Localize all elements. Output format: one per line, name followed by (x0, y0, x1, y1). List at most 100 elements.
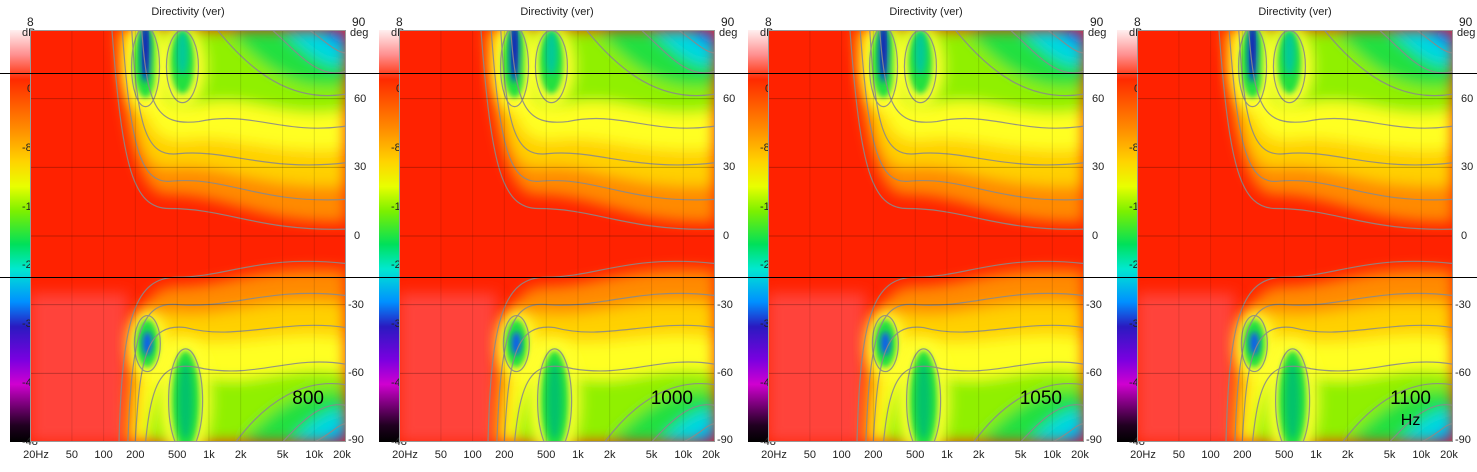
null-lobe (914, 30, 927, 75)
contour-line (872, 324, 1084, 442)
colorbar-tick-label: -8 (391, 141, 401, 154)
plot-frame (399, 30, 715, 442)
x-tick-label: 20k (1440, 449, 1458, 461)
attenuation-band (322, 428, 346, 442)
contour-line (859, 30, 1084, 201)
contour-ring (1274, 348, 1311, 442)
contour-ring (499, 30, 530, 108)
colorbar (748, 30, 768, 442)
x-tick-label: 1k (1310, 449, 1322, 461)
y-tick-label: -30 (717, 298, 733, 311)
x-tick-label: 20Hz (23, 449, 49, 461)
x-tick-label: 100 (1201, 449, 1220, 461)
x-tick-label: 200 (495, 449, 514, 461)
x-tick-label: 100 (94, 449, 113, 461)
attenuation-band (687, 30, 715, 49)
gridlines (768, 30, 1084, 442)
attenuation-band (1020, 30, 1084, 66)
y-tick-label: 30 (1092, 161, 1105, 174)
x-tick-label: 10k (674, 449, 693, 461)
attenuation-band (1028, 409, 1084, 442)
contour-line (869, 30, 1084, 166)
colorbar-tick-label: -8 (1129, 141, 1139, 154)
y-axis-top-label: 90 (721, 15, 735, 29)
frequency-value: 800 (292, 388, 324, 409)
y-axis-unit: deg (350, 27, 369, 39)
contour-line (503, 324, 715, 442)
heatmap-plot (399, 30, 715, 442)
contour-line (235, 383, 346, 442)
contour-line (678, 30, 715, 54)
contour-line (282, 404, 346, 442)
x-tick-label: 10k (1412, 449, 1431, 461)
null-lobe (176, 30, 189, 75)
chart-panel: Directivity (ver)8dB0-8-16-24-32-40-4890… (1107, 0, 1476, 472)
contour-lines (111, 30, 346, 442)
contour-line (513, 361, 715, 442)
contour-line (131, 30, 346, 166)
contour-line (271, 30, 346, 74)
x-tick-label: 200 (1233, 449, 1252, 461)
y-axis-unit: deg (1088, 27, 1107, 39)
plot-frame (768, 30, 1084, 442)
null-lobe (880, 331, 891, 356)
y-tick-label: -60 (348, 367, 364, 380)
attenuation-band (1425, 30, 1453, 49)
chart-panel: Directivity (ver)8dB0-8-16-24-32-40-4890… (0, 0, 369, 472)
colorbar-unit: dB (391, 27, 405, 39)
contour-line (314, 423, 346, 442)
chart-panel: Directivity (ver)8dB0-8-16-24-32-40-4890… (738, 0, 1107, 472)
attenuation-band (1056, 30, 1084, 49)
y-axis-top-label: 90 (1459, 15, 1473, 29)
attenuation-band (290, 409, 346, 442)
y-tick-label: 60 (1092, 92, 1105, 105)
attenuation-band (659, 409, 715, 442)
x-tick-label: 50 (1172, 449, 1186, 461)
y-tick-label: -60 (1086, 367, 1102, 380)
contour-line (882, 361, 1084, 442)
contour-line (1323, 30, 1453, 97)
x-tick-label: 5k (1014, 449, 1027, 461)
colorbar-top-label: 8 (1134, 15, 1141, 29)
colorbar-unit: dB (1129, 27, 1143, 39)
contour-ring (1240, 314, 1268, 373)
contour-line (640, 30, 715, 74)
x-tick-label: 50 (65, 449, 79, 461)
contour-line (1020, 404, 1084, 442)
x-tick-label: 500 (168, 449, 187, 461)
contour-line (1251, 361, 1453, 442)
contour-ring (502, 314, 530, 373)
y-axis-unit: deg (1457, 27, 1476, 39)
contour-ring (167, 348, 204, 442)
colorbar-tick-label: -8 (760, 141, 770, 154)
contour-line (604, 383, 715, 442)
contour-line (1218, 30, 1453, 230)
plot-frame (1137, 30, 1453, 442)
contour-line (134, 324, 346, 442)
contour-line (496, 292, 715, 442)
frequency-annotation: 1100 Hz (1390, 388, 1431, 432)
null-lobe (547, 362, 562, 439)
x-tick-label: 10k (1043, 449, 1062, 461)
contour-line (510, 30, 715, 129)
y-tick-label: 0 (1092, 230, 1099, 242)
x-tick-label: 1k (203, 449, 215, 461)
contour-line (1416, 30, 1453, 54)
chart-title: Directivity (ver) (1258, 6, 1332, 18)
x-tick-label: 200 (126, 449, 145, 461)
contour-line (1248, 30, 1453, 129)
x-tick-label: 2k (603, 449, 616, 461)
attenuation-band (1429, 428, 1453, 442)
gridlines (30, 30, 346, 442)
x-tick-label: 5k (645, 449, 658, 461)
x-tick-label: 50 (434, 449, 448, 461)
x-tick-label: 5k (1383, 449, 1396, 461)
contour-line (141, 30, 346, 129)
colorbar-top-label: 8 (27, 15, 34, 29)
contour-line (849, 30, 1084, 230)
contour-line (1241, 324, 1453, 442)
y-tick-label: 30 (1461, 161, 1474, 174)
heatmap-svg (30, 30, 346, 442)
colorbar-tick-label: -8 (22, 141, 32, 154)
heatmap-svg (768, 30, 1084, 442)
